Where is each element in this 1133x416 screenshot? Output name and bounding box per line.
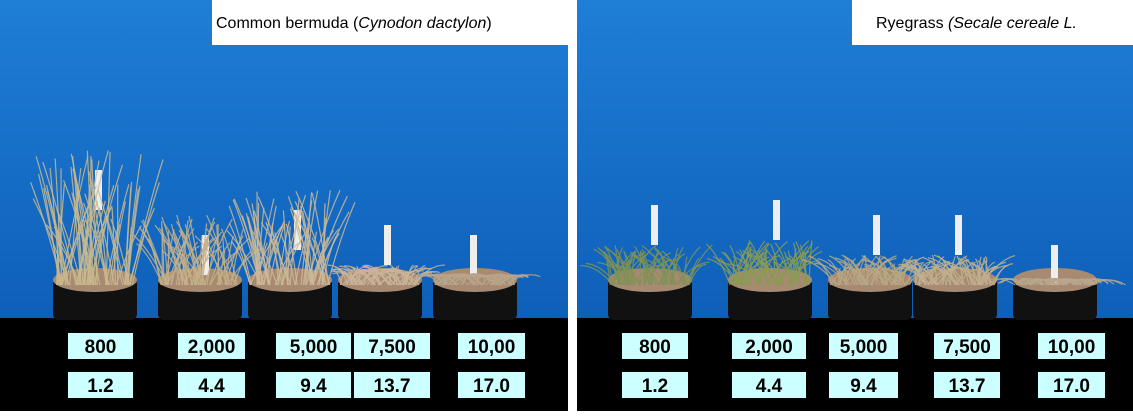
application-rate: 7,500 [943,337,991,358]
application-rate: 10,00 [468,337,516,358]
application-rate-value: 1.2 [87,376,113,397]
title-species: (Secale cereale L. [948,15,1077,32]
plant-tag [651,205,658,245]
plant-tag [384,225,391,265]
title-species: Cynodon dactylon [358,15,486,32]
application-rate-value: 17.0 [473,376,510,397]
application-rate: 5,000 [840,337,888,358]
application-rate-value: 13.7 [949,376,986,397]
application-rate: 7,500 [368,337,416,358]
grass-blade [640,250,641,285]
application-rate: 2,000 [745,337,793,358]
application-rate: 10,00 [1048,337,1096,358]
application-rate: 800 [639,337,671,358]
title-part: ) [486,15,491,32]
application-rate: 800 [85,337,117,358]
title-part: Ryegrass [876,15,948,32]
application-rate-value: 9.4 [300,376,327,397]
application-rate: 5,000 [290,337,338,358]
plant-tag [470,235,477,275]
application-rate-value: 9.4 [850,376,877,397]
grass-blade [1040,280,1041,285]
application-rate-value: 13.7 [374,376,411,397]
application-rate-value: 4.4 [756,376,783,397]
application-rate-value: 17.0 [1053,376,1090,397]
title-part: Common bermuda ( [216,15,359,32]
plant-tag [773,200,780,240]
plant-tag [873,215,880,255]
photo-composite: Common bermuda (Cynodon dactylon) Ryegra… [0,0,1133,411]
application-rate-value: 4.4 [198,376,225,397]
panel-title: Common bermuda (Cynodon dactylon) [216,15,492,32]
panel-title: Ryegrass (Secale cereale L. [876,15,1077,32]
plant-tag [955,215,962,255]
application-rate: 2,000 [188,337,236,358]
application-rate-value: 1.2 [642,376,668,397]
grass-blade [663,263,664,285]
